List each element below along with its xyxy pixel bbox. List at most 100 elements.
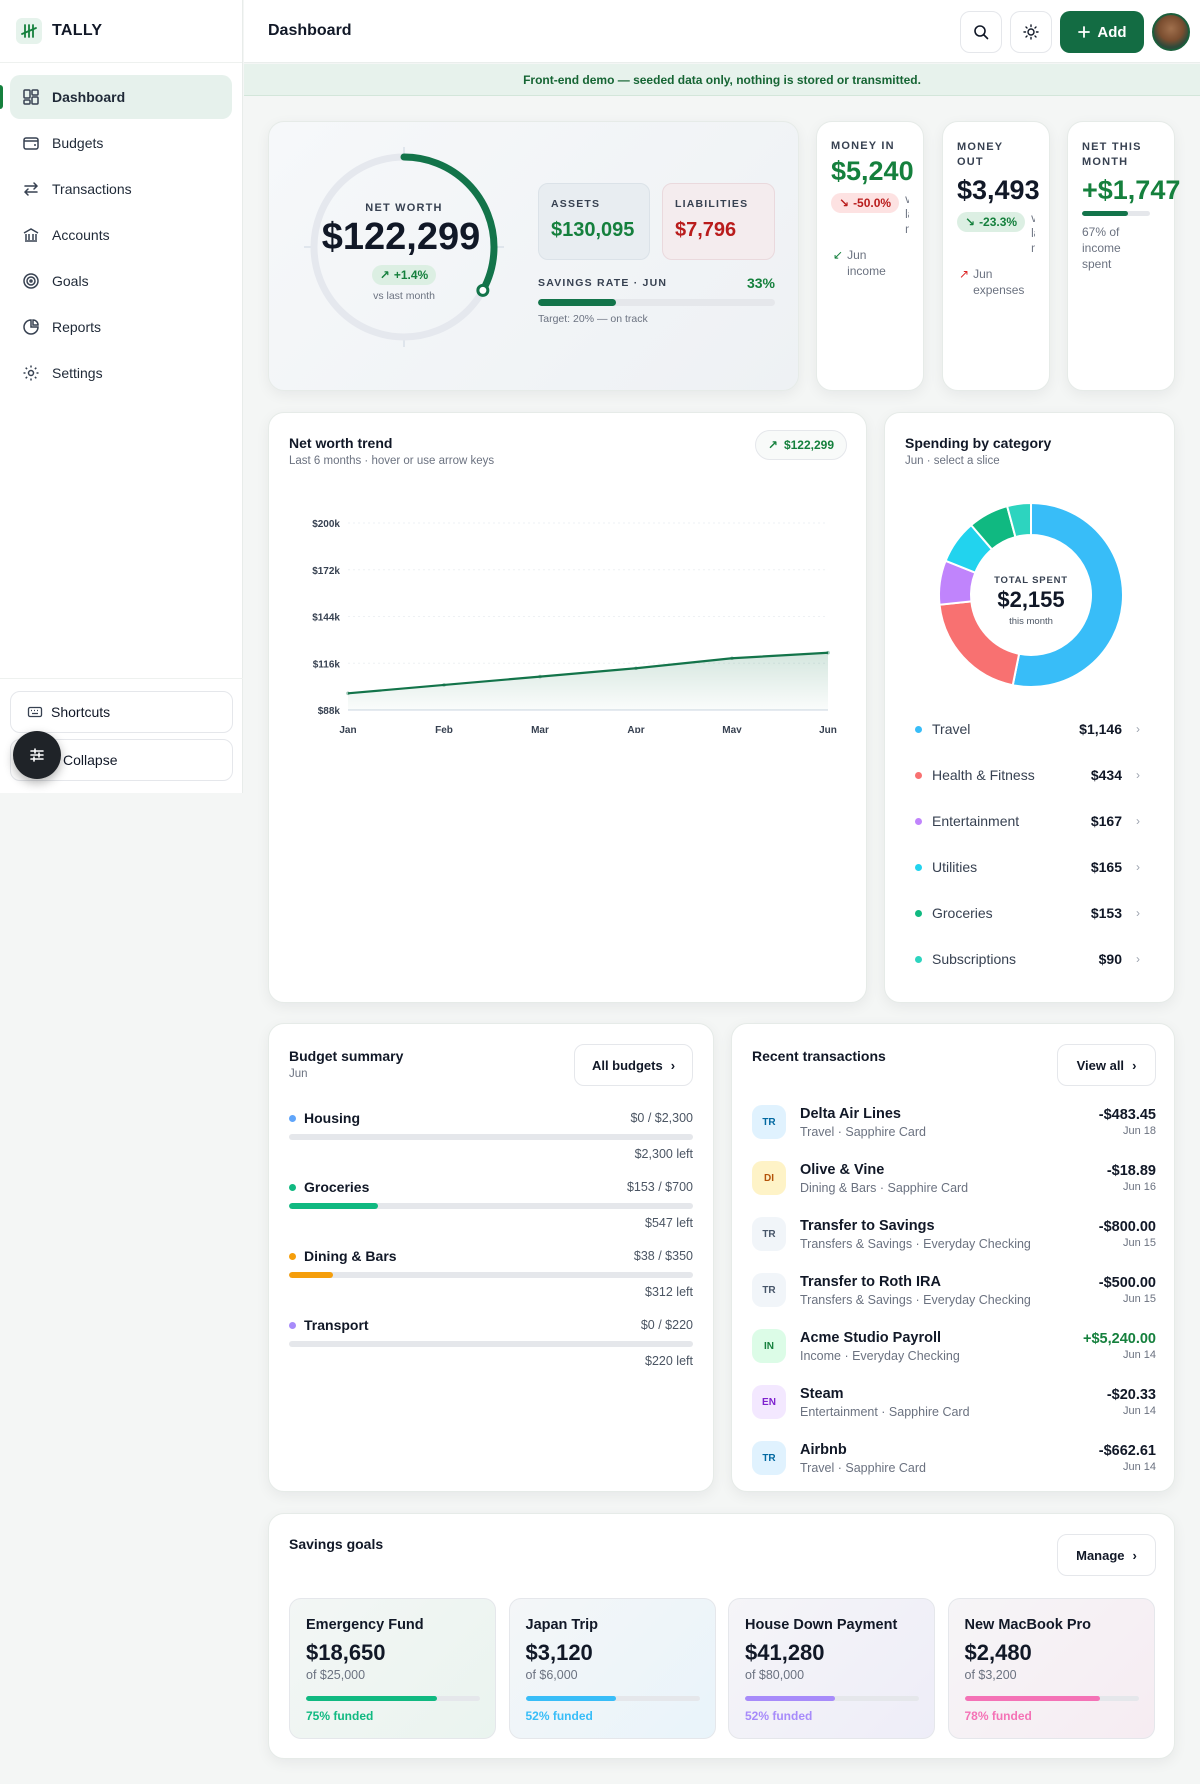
search-button[interactable]	[960, 11, 1002, 53]
category-row-entertainment[interactable]: Entertainment $167 ›	[915, 813, 1140, 829]
transaction-row[interactable]: TR Transfer to Savings Transfers & Savings…	[752, 1211, 1156, 1257]
manage-label: Manage	[1076, 1547, 1125, 1563]
category-amount: $1,146	[1079, 721, 1122, 737]
sliders-icon	[30, 748, 44, 762]
donut-slice[interactable]	[1005, 501, 1032, 539]
transaction-row[interactable]: DI Olive & Vine Dining & Bars · Sapphire C…	[752, 1155, 1156, 1201]
sidebar-item-goals[interactable]: Goals	[10, 259, 232, 303]
category-row-utilities[interactable]: Utilities $165 ›	[915, 859, 1140, 875]
money-in-card[interactable]: MONEY IN $5,240 ↘-50.0% vs last mo ↙Jun …	[816, 121, 924, 391]
chevron-right-icon: ›	[1132, 1547, 1137, 1563]
sidebar-item-settings[interactable]: Settings	[10, 351, 232, 395]
sidebar-item-transactions[interactable]: Transactions	[10, 167, 232, 211]
liabilities-tile[interactable]: LIABILITIES $7,796	[662, 183, 775, 260]
goal-percent: 75% funded	[306, 1709, 374, 1723]
budget-dot	[289, 1321, 296, 1329]
transaction-row[interactable]: TR Delta Air Lines Travel · Sapphire Card -…	[752, 1099, 1156, 1145]
transaction-amount: -$20.33	[1106, 1387, 1156, 1403]
spending-title: Spending by category	[905, 435, 1052, 451]
sidebar-item-budgets[interactable]: Budgets	[10, 121, 232, 165]
spending-donut[interactable]	[931, 495, 1131, 695]
net-worth-change-caption: vs last month	[373, 290, 435, 302]
theme-toggle-button[interactable]	[1010, 11, 1052, 53]
money-out-value: $3,493	[957, 174, 1040, 205]
goal-card[interactable]: Japan Trip $3,120 of $6,000 52% funded	[508, 1598, 716, 1739]
goals-title: Savings goals	[289, 1536, 384, 1552]
recent-transactions-card: Recent transactions View all › TR Delta Ai…	[731, 1023, 1175, 1492]
assets-label: ASSETS	[551, 198, 601, 210]
savings-rate: SAVINGS RATE · JUN 33% Target: 20% — on …	[538, 275, 775, 325]
budget-left: $2,300 left	[634, 1147, 693, 1161]
avatar[interactable]	[1152, 13, 1190, 51]
category-name: Subscriptions	[932, 951, 1017, 967]
sidebar-item-accounts[interactable]: Accounts	[10, 213, 232, 257]
view-all-button[interactable]: View all ›	[1057, 1044, 1156, 1086]
category-name: Entertainment	[932, 813, 1020, 829]
budget-item-transport[interactable]: Transport $0 / $220 $220 left	[289, 1317, 693, 1368]
demo-banner: Front-end demo — seeded data only, nothi…	[244, 64, 1200, 96]
goal-percent: 52% funded	[525, 1709, 593, 1723]
sidebar-item-dashboard[interactable]: Dashboard	[0, 75, 232, 119]
trend-subtitle: Last 6 months · hover or use arrow keys	[289, 455, 495, 467]
assets-tile[interactable]: ASSETS $130,095	[538, 183, 650, 260]
manage-button[interactable]: Manage ›	[1057, 1534, 1156, 1576]
category-badge: TR	[752, 1105, 786, 1139]
sun-icon	[1023, 24, 1039, 40]
net-worth-trend-card: Net worth trend Last 6 months · hover or…	[268, 412, 867, 1003]
category-row-subscriptions[interactable]: Subscriptions $90 ›	[915, 951, 1140, 967]
budget-name: Transport	[304, 1317, 369, 1333]
money-out-change: -23.3%	[979, 214, 1018, 229]
money-out-change-caption: vs last mo	[1031, 212, 1035, 255]
transaction-name: Transfer to Roth IRA	[800, 1273, 941, 1290]
budget-item-groceries[interactable]: Groceries $153 / $700 $547 left	[289, 1179, 693, 1230]
savings-rate-bar	[538, 299, 775, 306]
shortcuts-button[interactable]: Shortcuts	[10, 691, 233, 733]
money-in-label: MONEY IN	[831, 140, 895, 152]
chevron-right-icon: ›	[1136, 906, 1140, 920]
budget-item-housing[interactable]: Housing $0 / $2,300 $2,300 left	[289, 1110, 693, 1161]
net-month-card[interactable]: NET THIS MONTH +$1,747 67% of income spe…	[1067, 121, 1180, 391]
chevron-right-icon: ›	[1136, 768, 1140, 782]
transaction-meta: Transfers & Savings · Everyday Checking	[800, 1236, 1031, 1251]
money-out-card[interactable]: MONEY OUT $3,493 ↘-23.3% vs last mo ↗Jun…	[942, 121, 1050, 391]
budget-amount: $153 / $700	[626, 1180, 693, 1194]
budget-bar	[289, 1203, 693, 1209]
chevron-right-icon: ›	[1136, 722, 1140, 736]
goal-target: of $25,000	[306, 1668, 366, 1682]
category-row-travel[interactable]: Travel $1,146 ›	[915, 721, 1140, 737]
add-button[interactable]: Add	[1060, 11, 1144, 53]
goal-name: Japan Trip	[525, 1617, 599, 1633]
transaction-row[interactable]: TR Transfer to Roth IRA Transfers & Saving…	[752, 1267, 1156, 1313]
transaction-row[interactable]: EN Steam Entertainment · Sapphire Card -$20…	[752, 1379, 1156, 1425]
transaction-meta: Entertainment · Sapphire Card	[800, 1404, 970, 1419]
category-row-groceries[interactable]: Groceries $153 ›	[915, 905, 1140, 921]
goal-card[interactable]: New MacBook Pro $2,480 of $3,200 78% funded	[947, 1598, 1155, 1739]
quick-actions-fab[interactable]	[13, 731, 61, 779]
transaction-date: Jun 14	[1122, 1349, 1156, 1361]
liabilities-label: LIABILITIES	[675, 198, 749, 210]
sidebar-item-reports[interactable]: Reports	[10, 305, 232, 349]
donut-slice[interactable]	[1011, 501, 1124, 688]
brand[interactable]: TALLY	[0, 0, 242, 63]
chevron-right-icon: ›	[1132, 1057, 1137, 1073]
net-month-sub: 67% of income spent	[1082, 224, 1121, 272]
goal-progress-fill	[964, 1696, 1101, 1701]
category-row-health[interactable]: Health & Fitness $434 ›	[915, 767, 1140, 783]
budget-name: Dining & Bars	[304, 1248, 397, 1264]
net-worth-card: NET WORTH $122,299 ↗ +1.4% vs last month …	[268, 121, 799, 391]
all-budgets-button[interactable]: All budgets ›	[574, 1044, 693, 1086]
budget-item-dining[interactable]: Dining & Bars $38 / $350 $312 left	[289, 1248, 693, 1299]
dashboard-icon	[23, 89, 39, 105]
transaction-row[interactable]: IN Acme Studio Payroll Income · Everyday C…	[752, 1323, 1156, 1369]
total-spent-caption: this month	[1009, 616, 1053, 627]
net-worth-ring	[304, 147, 504, 347]
data-point	[442, 683, 446, 687]
goal-card[interactable]: Emergency Fund $18,650 of $25,000 75% funde…	[289, 1598, 496, 1739]
net-worth-chart[interactable]: $200k $172k $144k $116k $88k Jan Feb Mar Apr May J…	[269, 493, 868, 733]
goal-card[interactable]: House Down Payment $41,280 of $80,000 52% f…	[728, 1598, 935, 1739]
transaction-date: Jun 15	[1122, 1293, 1156, 1305]
budget-bar-fill	[289, 1203, 378, 1209]
transaction-row[interactable]: TR Airbnb Travel · Sapphire Card -$662.61 Ju…	[752, 1435, 1156, 1481]
money-out-label: MONEY OUT	[957, 141, 1004, 169]
money-out-change-badge: ↘ -23.3%	[957, 211, 1026, 232]
